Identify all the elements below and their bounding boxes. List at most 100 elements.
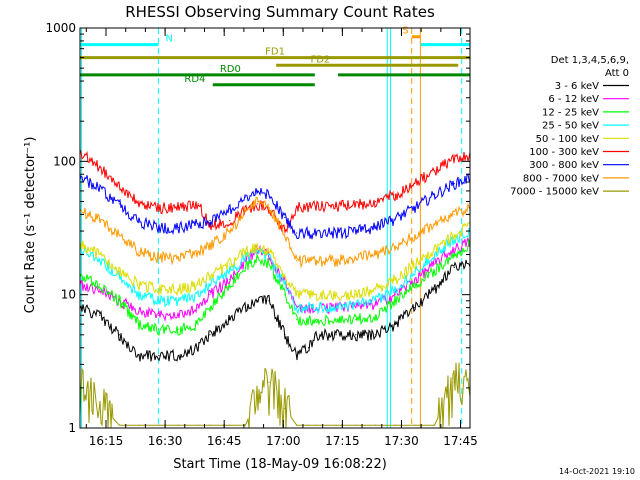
series-point — [394, 300, 396, 302]
series-point — [118, 424, 120, 426]
series-point — [315, 424, 317, 426]
series-point — [158, 256, 160, 259]
series-point — [296, 260, 298, 262]
series-point — [374, 314, 377, 316]
series-point — [453, 157, 455, 160]
series-point — [414, 183, 416, 185]
series-point — [99, 288, 101, 290]
series-point — [256, 203, 258, 205]
x-tick-label: 17:00 — [266, 434, 301, 448]
x-tick-label: 16:15 — [89, 434, 124, 448]
legend-label: 6 - 12 keV — [548, 94, 599, 105]
series-point — [296, 205, 298, 207]
x-tick-label: 17:15 — [325, 434, 360, 448]
series-point — [307, 319, 310, 321]
series-point — [394, 323, 396, 325]
series-point — [118, 234, 120, 236]
series-point — [177, 424, 180, 426]
series-point — [307, 424, 310, 426]
series-point — [99, 283, 101, 285]
annotation-label: FD1 — [265, 47, 285, 58]
legend-label: 7000 - 15000 keV — [510, 187, 599, 198]
series-point — [355, 319, 357, 321]
series-point — [335, 334, 337, 336]
series-point — [118, 270, 120, 272]
series-point — [394, 424, 396, 426]
y-tick-label: 100 — [53, 154, 76, 168]
annotation-label: S — [402, 26, 408, 37]
series-point — [197, 347, 199, 349]
annotation-bar-fd2: FD2 — [276, 54, 459, 67]
series-point — [138, 354, 140, 357]
series-point — [335, 319, 337, 321]
series-point — [433, 194, 436, 196]
series-point — [296, 424, 298, 426]
series-point — [296, 306, 298, 309]
series-point — [158, 328, 160, 330]
series-line — [79, 239, 471, 336]
series-line — [79, 196, 471, 269]
series-point — [256, 251, 258, 253]
series-point — [394, 194, 396, 196]
legend: Det 1,3,4,5,6,9, Att 0 3 - 6 keV 6 - 12 keV… — [510, 55, 629, 198]
series-line — [79, 149, 471, 235]
series-point — [244, 196, 247, 198]
series-point — [209, 219, 211, 222]
annotation-bar-rd0: RD0 — [80, 64, 470, 77]
legend-label: 100 - 300 keV — [529, 147, 599, 158]
series-point — [394, 245, 396, 248]
series-point — [209, 424, 211, 426]
series-point — [268, 194, 270, 196]
series-point — [374, 200, 377, 203]
annotation-bar-fd1: FD1 — [80, 47, 470, 60]
series-point — [374, 253, 377, 256]
x-tick-label: 16:30 — [148, 434, 183, 448]
series-point — [138, 251, 140, 253]
series-point — [118, 203, 120, 205]
series-point — [433, 248, 436, 250]
series-point — [315, 319, 317, 321]
legend-label: 300 - 800 keV — [529, 160, 599, 171]
series-point — [433, 263, 436, 265]
series-point — [118, 274, 120, 276]
legend-label: 800 - 7000 keV — [523, 173, 599, 184]
series-point — [315, 260, 317, 262]
legend-label: 50 - 100 keV — [536, 134, 600, 145]
series-point — [284, 216, 286, 218]
axes: 16:15 16:30 16:45 17:00 17:15 17:30 17:45 1 10 10… — [45, 21, 477, 448]
series-point — [414, 278, 416, 281]
x-tick-label: 17:45 — [443, 434, 478, 448]
series-point — [296, 354, 298, 357]
series-point — [256, 190, 258, 192]
series-point — [374, 288, 377, 290]
series-point — [453, 381, 455, 383]
x-tick-label: 17:30 — [384, 434, 419, 448]
series-point — [229, 270, 231, 272]
series-point — [453, 213, 455, 215]
series-point — [99, 166, 101, 169]
series-point — [229, 283, 231, 285]
series-point — [355, 230, 357, 232]
series-2 — [79, 239, 471, 336]
series-point — [433, 424, 436, 426]
series-3 — [79, 228, 471, 315]
series-point — [307, 260, 310, 262]
series-point — [374, 303, 377, 305]
series-line — [79, 173, 471, 240]
series-point — [315, 294, 317, 296]
legend-label: 3 - 6 keV — [555, 81, 599, 92]
series-point — [394, 294, 396, 296]
series-point — [307, 205, 310, 207]
series-point — [335, 306, 337, 309]
series-point — [433, 270, 436, 272]
series-point — [433, 253, 436, 256]
series-point — [355, 204, 357, 206]
y-tick-label: 1000 — [45, 21, 76, 35]
series-point — [374, 424, 377, 426]
legend-header: Det 1,3,4,5,6,9, — [551, 55, 629, 66]
series-point — [256, 200, 258, 203]
series-point — [414, 283, 416, 285]
series-point — [256, 245, 258, 248]
series-point — [209, 245, 211, 248]
series-point — [138, 294, 140, 296]
